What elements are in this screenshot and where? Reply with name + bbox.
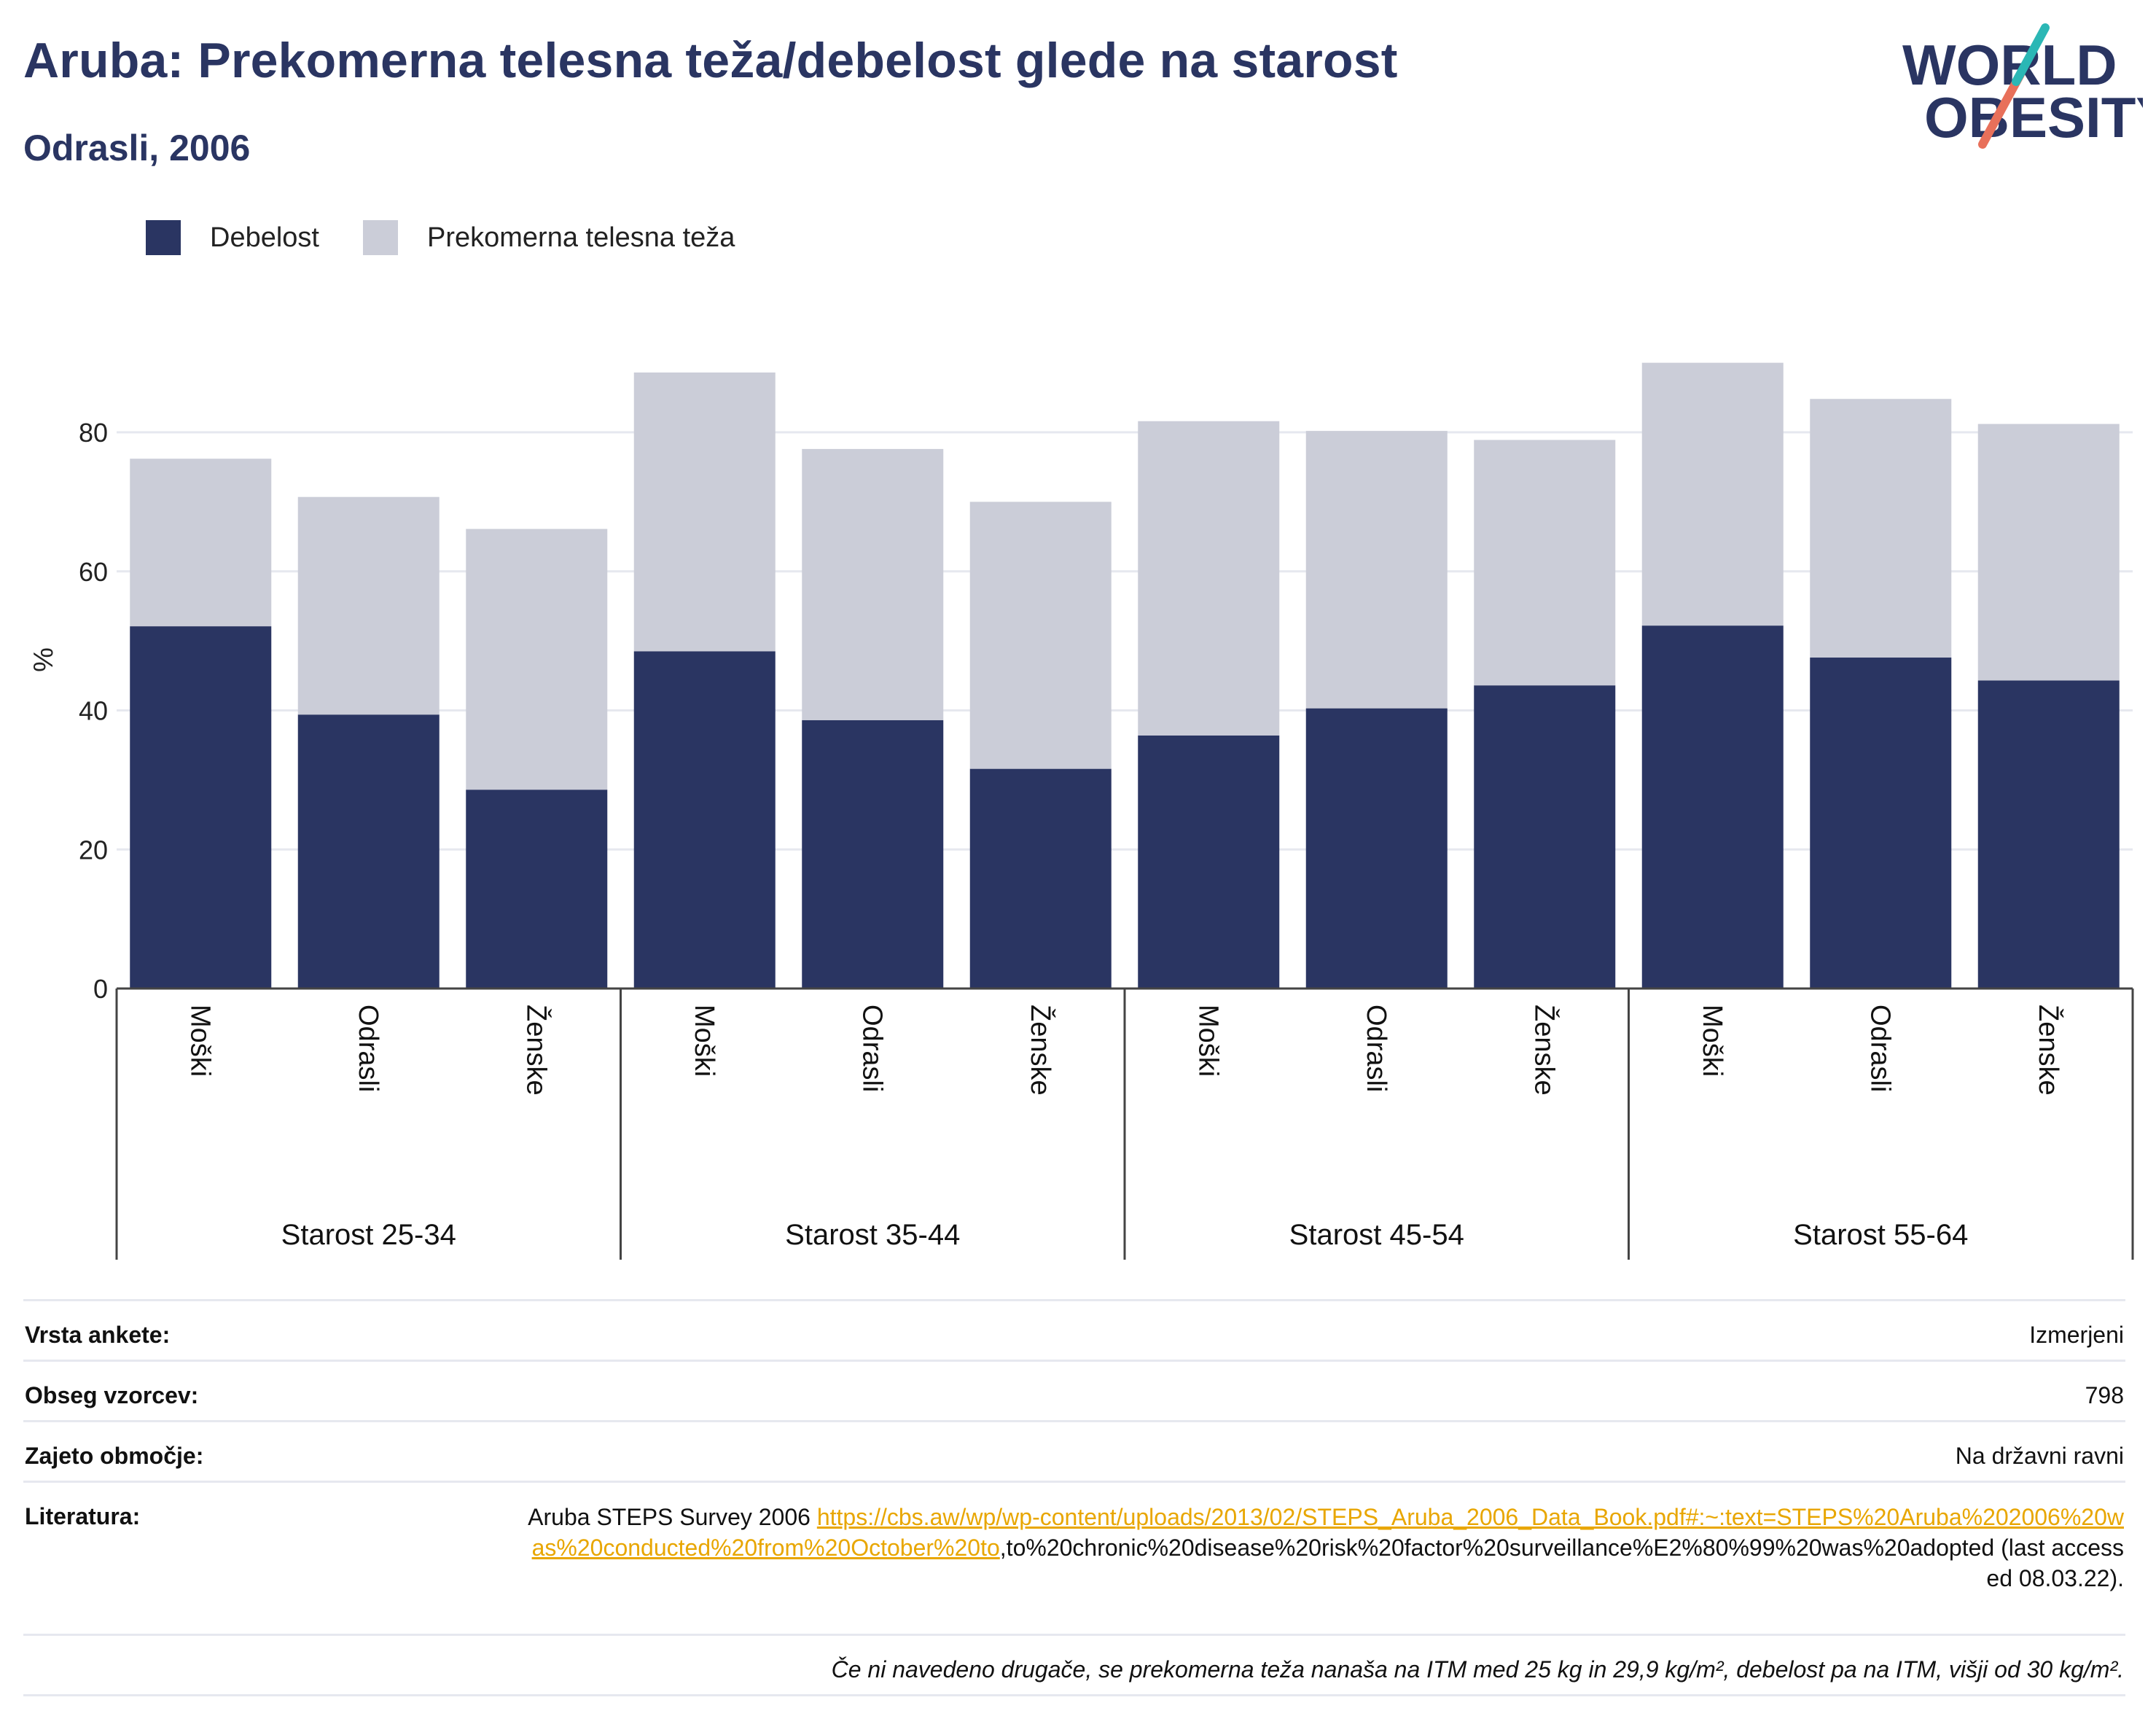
stacked-bar-chart: 0 20 40 60 80% Moški Odrasli Ženske Moški Odrasli…	[28, 362, 2134, 1260]
chart-legend: Debelost Prekomerna telesna teža	[146, 216, 778, 260]
meta-label: Vrsta ankete:	[25, 1322, 171, 1348]
meta-row-reference: Literatura: Aruba STEPS Survey 2006 http…	[23, 1481, 2125, 1634]
bar-obesity	[130, 626, 272, 989]
bar-obesity	[1810, 658, 1952, 989]
reference-text: Aruba STEPS Survey 2006 https://cbs.aw/w…	[520, 1483, 2124, 1634]
y-axis-label: %	[28, 647, 59, 672]
bar-overweight	[802, 448, 944, 720]
y-tick-label: 60	[79, 557, 108, 587]
meta-row-sample-size: Obseg vzorcev: 798	[23, 1360, 2125, 1420]
bar-overweight	[1810, 399, 1952, 658]
meta-value: 798	[2085, 1382, 2124, 1408]
footnote: Če ni navedeno drugače, se prekomerna te…	[831, 1656, 2124, 1683]
bar-overweight	[1305, 431, 1448, 709]
legend-label-obesity: Debelost	[210, 222, 319, 253]
x-tick-label: Ženske	[520, 1005, 552, 1096]
legend-item-overweight[interactable]: Prekomerna telesna teža	[362, 220, 735, 255]
group-label: Starost 25-34	[281, 1219, 456, 1251]
bar-obesity	[1474, 685, 1616, 989]
bar-overweight	[466, 529, 608, 790]
bar-overweight	[1138, 421, 1280, 736]
bar-obesity	[297, 714, 440, 989]
meta-row-area: Zajeto območje: Na državni ravni	[23, 1420, 2125, 1481]
x-tick-label: Ženske	[1025, 1005, 1056, 1096]
chart-title: Aruba: Prekomerna telesna teža/debelost …	[23, 33, 1398, 88]
x-tick-label: Moški	[1697, 1005, 1727, 1077]
bar-obesity	[802, 720, 944, 989]
bar-obesity	[633, 651, 776, 989]
logo-line2: OBESITY	[1924, 85, 2143, 149]
bar-obesity	[1641, 625, 1784, 989]
x-tick-label: Ženske	[2033, 1005, 2064, 1096]
reference-after: ,to%20chronic%20disease%20risk%20factor%…	[999, 1535, 2124, 1591]
chart-subtitle: Odrasli, 2006	[23, 128, 251, 168]
y-tick-label: 40	[79, 696, 108, 726]
bar-obesity	[1138, 735, 1280, 989]
legend-swatch-obesity	[146, 220, 181, 255]
bar-obesity	[466, 789, 608, 989]
survey-metadata-table: Vrsta ankete: Izmerjeni Obseg vzorcev: 7…	[23, 1299, 2125, 1696]
y-tick-label: 80	[79, 418, 108, 448]
meta-value: Na državni ravni	[1955, 1443, 2124, 1469]
x-tick-label: Moški	[689, 1005, 719, 1077]
meta-label: Zajeto območje:	[25, 1443, 204, 1469]
bar-overweight	[633, 372, 776, 652]
meta-label: Obseg vzorcev:	[25, 1382, 199, 1408]
meta-label: Literatura:	[25, 1503, 141, 1529]
bar-overweight	[1474, 440, 1616, 686]
group-label: Starost 45-54	[1289, 1219, 1464, 1251]
bar-obesity	[1305, 708, 1448, 989]
bar-overweight	[130, 459, 272, 627]
meta-row-survey-type: Vrsta ankete: Izmerjeni	[23, 1299, 2125, 1360]
bar-obesity	[969, 768, 1112, 989]
group-label: Starost 35-44	[785, 1219, 960, 1251]
x-tick-label: Ženske	[1528, 1005, 1560, 1096]
x-tick-label: Moški	[1192, 1005, 1223, 1077]
bar-overweight	[1641, 362, 1784, 626]
legend-swatch-overweight	[362, 220, 398, 255]
x-tick-label: Odrasli	[1361, 1005, 1391, 1092]
bar-overweight	[969, 502, 1112, 769]
meta-value: Izmerjeni	[2029, 1322, 2124, 1348]
world-obesity-logo: WORLD OBESITY	[1902, 23, 2143, 149]
bar-overweight	[297, 496, 440, 715]
group-label: Starost 55-64	[1793, 1219, 1968, 1251]
bar-obesity	[1977, 680, 2120, 989]
y-tick-label: 20	[79, 835, 108, 865]
x-tick-label: Moški	[184, 1005, 215, 1077]
legend-item-obesity[interactable]: Debelost	[146, 220, 319, 255]
legend-label-overweight: Prekomerna telesna teža	[426, 222, 735, 253]
meta-row-footnote: Če ni navedeno drugače, se prekomerna te…	[23, 1634, 2125, 1696]
bar-overweight	[1977, 424, 2120, 681]
x-tick-label: Odrasli	[353, 1005, 383, 1092]
x-tick-label: Odrasli	[856, 1005, 887, 1092]
x-tick-label: Odrasli	[1864, 1005, 1895, 1092]
y-tick-label: 0	[93, 974, 108, 1004]
reference-link[interactable]: https://cbs.aw/wp/wp-content/uploads/201…	[531, 1504, 2124, 1561]
reference-before: Aruba STEPS Survey 2006	[528, 1504, 817, 1530]
